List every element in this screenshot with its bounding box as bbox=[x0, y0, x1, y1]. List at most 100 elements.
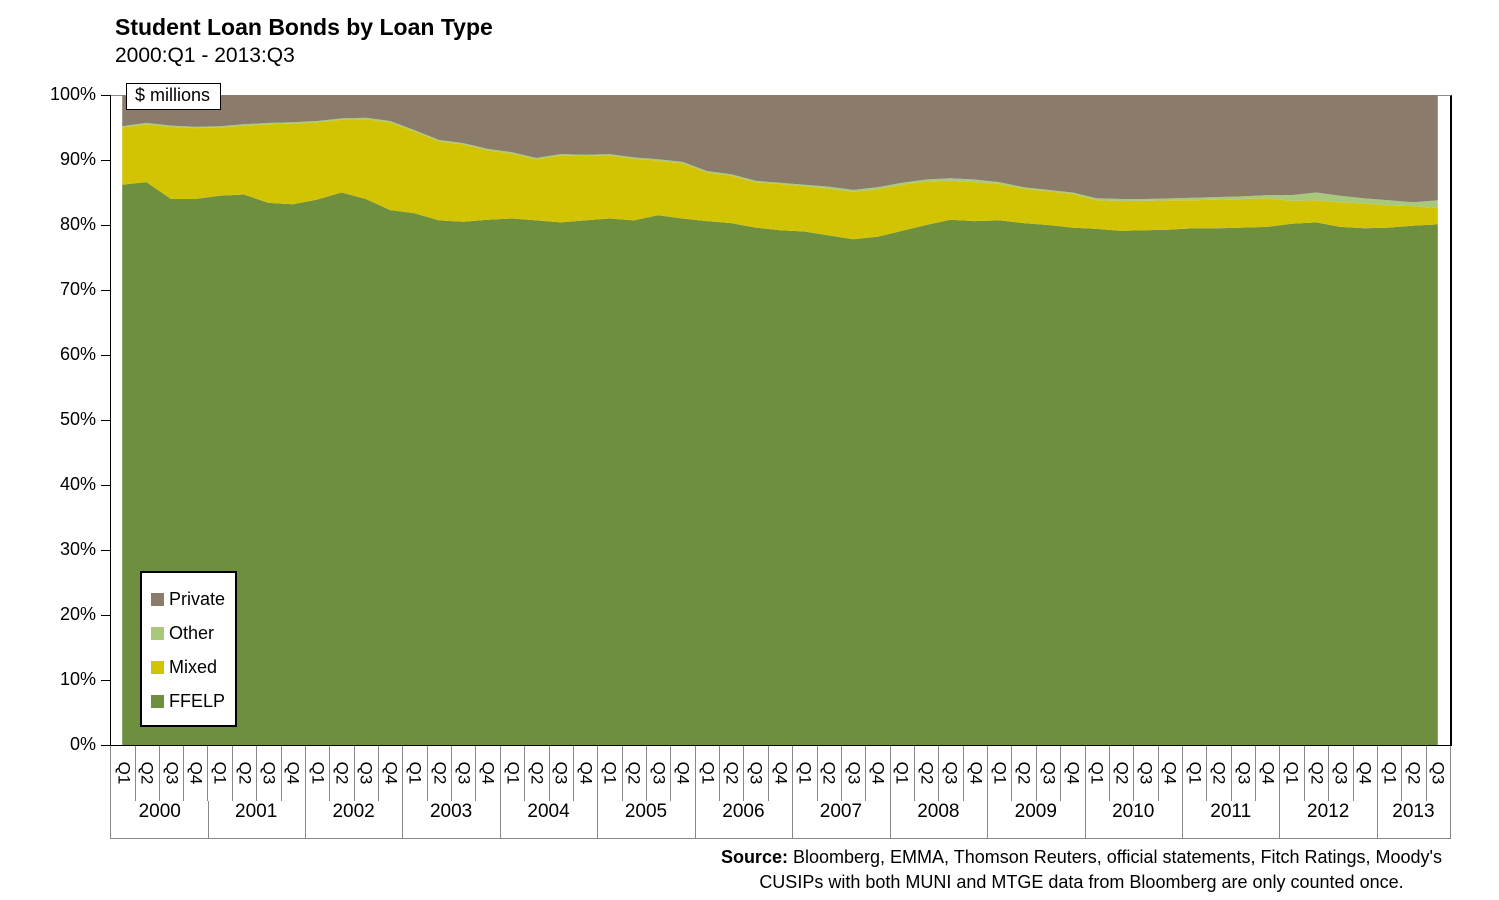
quarter-label: Q2 bbox=[917, 761, 937, 785]
quarter-label: Q4 bbox=[283, 761, 303, 785]
x-tick-quarter: Q1 bbox=[987, 745, 1013, 801]
quarter-label: Q2 bbox=[234, 761, 254, 785]
y-tick-mark bbox=[101, 160, 110, 161]
quarter-label: Q1 bbox=[1087, 761, 1107, 785]
source-line-1: Source: Bloomberg, EMMA, Thomson Reuters… bbox=[720, 847, 1442, 867]
x-tick-quarter: Q1 bbox=[402, 745, 428, 801]
private-swatch-icon bbox=[151, 592, 164, 606]
source-note: Source: Bloomberg, EMMA, Thomson Reuters… bbox=[721, 845, 1442, 895]
source-line-2: CUSIPs with both MUNI and MTGE data from… bbox=[759, 872, 1404, 892]
x-tick-quarter: Q3 bbox=[451, 745, 477, 801]
quarter-label: Q1 bbox=[308, 761, 328, 785]
x-tick-year: 2012 bbox=[1279, 801, 1378, 838]
x-tick-year: 2001 bbox=[207, 801, 306, 838]
quarter-label: Q3 bbox=[941, 761, 961, 785]
quarter-label: Q3 bbox=[259, 761, 279, 785]
quarter-label: Q4 bbox=[576, 761, 596, 785]
x-tick-quarter: Q1 bbox=[597, 745, 623, 801]
y-tick-mark bbox=[101, 485, 110, 486]
quarter-label: Q4 bbox=[1160, 761, 1180, 785]
x-tick-quarter: Q1 bbox=[792, 745, 818, 801]
x-tick-quarter: Q1 bbox=[110, 745, 137, 801]
quarter-label: Q1 bbox=[114, 761, 134, 785]
y-tick-mark bbox=[101, 225, 110, 226]
legend-label: Private bbox=[169, 588, 226, 609]
quarter-label: Q4 bbox=[1355, 761, 1375, 785]
x-tick-quarter: Q4 bbox=[865, 745, 891, 801]
y-tick-mark bbox=[101, 615, 110, 616]
y-tick-mark bbox=[101, 290, 110, 291]
x-tick-quarter: Q4 bbox=[281, 745, 306, 801]
quarter-label: Q4 bbox=[1258, 761, 1278, 785]
y-axis-line bbox=[110, 95, 111, 745]
quarter-label: Q1 bbox=[1380, 761, 1400, 785]
quarter-label: Q1 bbox=[697, 761, 717, 785]
ffelp-swatch-icon bbox=[151, 694, 164, 708]
x-tick-quarter: Q1 bbox=[1279, 745, 1305, 801]
y-tick-mark bbox=[101, 355, 110, 356]
x-tick-quarter: Q2 bbox=[1304, 745, 1330, 801]
y-tick-mark bbox=[101, 680, 110, 681]
quarter-label: Q2 bbox=[1404, 761, 1424, 785]
quarter-label: Q2 bbox=[137, 761, 157, 785]
quarter-label: Q2 bbox=[1306, 761, 1326, 785]
x-tick-quarter: Q3 bbox=[1426, 745, 1451, 801]
x-tick-year: 2006 bbox=[695, 801, 794, 838]
x-tick-quarter: Q3 bbox=[354, 745, 379, 801]
area-series-mixed bbox=[122, 119, 1438, 240]
x-tick-quarter: Q3 bbox=[1328, 745, 1354, 801]
x-tick-quarter: Q1 bbox=[1182, 745, 1208, 801]
mixed-swatch-icon bbox=[151, 660, 164, 674]
x-tick-quarter: Q4 bbox=[1353, 745, 1378, 801]
legend-label: Other bbox=[169, 622, 215, 643]
quarter-label: Q4 bbox=[186, 761, 206, 785]
quarter-label: Q4 bbox=[673, 761, 693, 785]
quarter-label: Q2 bbox=[332, 761, 352, 785]
legend-item-other: Other bbox=[151, 616, 235, 650]
quarter-label: Q1 bbox=[1185, 761, 1205, 785]
x-tick-year: 2008 bbox=[890, 801, 989, 838]
quarter-label: Q1 bbox=[600, 761, 620, 785]
quarter-label: Q4 bbox=[965, 761, 985, 785]
x-tick-quarter: Q2 bbox=[622, 745, 647, 801]
legend-label: Mixed bbox=[169, 656, 218, 677]
quarter-label: Q1 bbox=[405, 761, 425, 785]
x-tick-year: 2000 bbox=[110, 801, 210, 838]
x-tick-quarter: Q3 bbox=[1036, 745, 1062, 801]
quarter-label: Q2 bbox=[429, 761, 449, 785]
x-tick-year: 2010 bbox=[1085, 801, 1183, 838]
area-series-private bbox=[122, 95, 1438, 203]
x-tick-year: 2011 bbox=[1182, 801, 1281, 838]
quarter-label: Q3 bbox=[746, 761, 766, 785]
y-tick-mark bbox=[101, 550, 110, 551]
x-tick-quarter: Q1 bbox=[890, 745, 915, 801]
x-tick-quarter: Q2 bbox=[427, 745, 453, 801]
x-tick-quarter: Q4 bbox=[573, 745, 599, 801]
area-series-other bbox=[122, 117, 1438, 209]
x-tick-quarter: Q3 bbox=[841, 745, 867, 801]
x-tick-quarter: Q4 bbox=[183, 745, 209, 801]
x-tick-quarter: Q3 bbox=[743, 745, 769, 801]
y-tick-mark bbox=[101, 420, 110, 421]
quarter-label: Q2 bbox=[819, 761, 839, 785]
quarter-label: Q4 bbox=[1063, 761, 1083, 785]
quarter-label: Q2 bbox=[1112, 761, 1132, 785]
y-tick-label: 30% bbox=[59, 539, 96, 559]
quarter-label: Q1 bbox=[1282, 761, 1302, 785]
y-tick-label: 20% bbox=[59, 604, 96, 624]
quarter-label: Q1 bbox=[990, 761, 1010, 785]
y-tick-label: 60% bbox=[59, 344, 96, 364]
x-axis-line bbox=[102, 745, 1451, 746]
area-series-ffelp bbox=[122, 182, 1438, 745]
x-tick-quarter: Q2 bbox=[1401, 745, 1427, 801]
x-tick-quarter: Q2 bbox=[524, 745, 550, 801]
stacked-area-plot bbox=[122, 95, 1438, 745]
units-note: $ millions bbox=[126, 83, 222, 110]
quarter-label: Q3 bbox=[1233, 761, 1253, 785]
legend-item-ffelp: FFELP bbox=[151, 684, 235, 718]
quarter-label: Q1 bbox=[502, 761, 522, 785]
other-swatch-icon bbox=[151, 626, 164, 640]
chart-title: Student Loan Bonds by Loan Type bbox=[115, 14, 493, 40]
x-tick-year: 2003 bbox=[402, 801, 501, 838]
x-tick-year: 2009 bbox=[987, 801, 1086, 838]
